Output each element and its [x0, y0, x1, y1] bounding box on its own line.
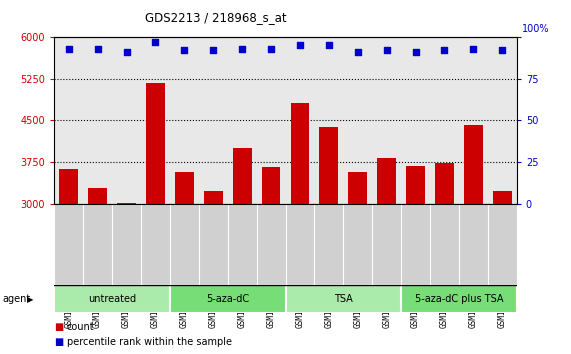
Bar — [146, 83, 165, 204]
Point — [469, 46, 478, 52]
Bar — [291, 103, 309, 204]
Bar — [377, 158, 396, 204]
Text: count: count — [67, 322, 94, 332]
Bar — [262, 167, 280, 204]
Text: agent: agent — [3, 294, 31, 304]
Bar — [54, 285, 170, 313]
Point — [411, 49, 420, 55]
Bar — [117, 203, 136, 204]
Point — [93, 46, 102, 52]
Bar — [348, 172, 367, 204]
Bar — [286, 285, 401, 313]
Bar — [170, 285, 286, 313]
Bar — [233, 148, 252, 204]
Point — [440, 48, 449, 53]
Point — [122, 49, 131, 55]
Point — [238, 46, 247, 52]
Point — [208, 48, 218, 53]
Text: percentile rank within the sample: percentile rank within the sample — [67, 337, 232, 347]
Point — [64, 46, 73, 52]
Text: GDS2213 / 218968_s_at: GDS2213 / 218968_s_at — [145, 11, 287, 24]
Point — [382, 48, 391, 53]
Text: ▶: ▶ — [27, 295, 34, 304]
Bar — [88, 188, 107, 204]
Bar — [464, 125, 483, 204]
Bar — [59, 169, 78, 204]
Text: 5-aza-dC: 5-aza-dC — [206, 294, 250, 304]
Text: ■: ■ — [54, 337, 63, 347]
Point — [498, 48, 507, 53]
Point — [353, 49, 363, 55]
Bar — [406, 166, 425, 204]
Text: 100%: 100% — [522, 24, 550, 34]
Point — [180, 48, 189, 53]
Text: 5-aza-dC plus TSA: 5-aza-dC plus TSA — [415, 294, 503, 304]
Bar — [204, 191, 223, 204]
Text: TSA: TSA — [334, 294, 353, 304]
Point — [151, 39, 160, 45]
Text: ■: ■ — [54, 322, 63, 332]
Bar — [319, 127, 338, 204]
Text: untreated: untreated — [88, 294, 136, 304]
Bar — [175, 172, 194, 204]
Bar — [435, 162, 454, 204]
Point — [295, 43, 304, 48]
Bar — [493, 191, 512, 204]
Point — [324, 43, 333, 48]
Point — [267, 46, 276, 52]
Bar — [401, 285, 517, 313]
